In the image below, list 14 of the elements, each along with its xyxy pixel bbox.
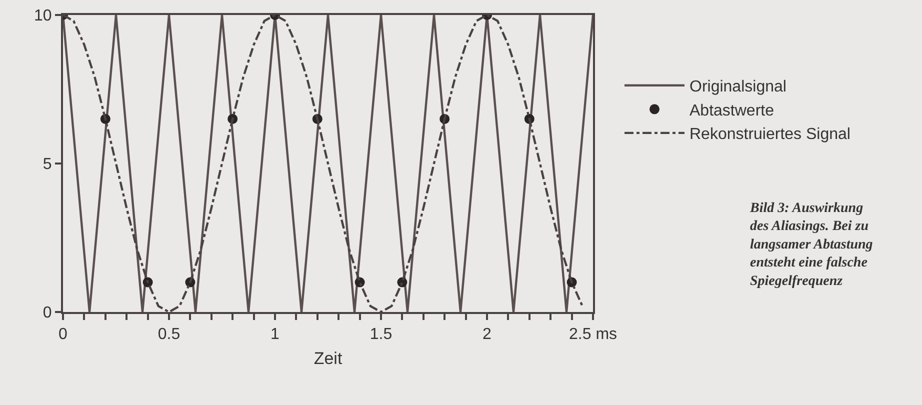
x-tick-label: 1.5 [370, 326, 392, 344]
x-tick-label: 2.5 ms [568, 326, 618, 344]
x-tick-label: 2 [482, 326, 492, 344]
y-tick-label: 10 [34, 8, 52, 25]
legend-label: Abtastwerte [690, 102, 774, 120]
legend-label: Rekonstruiertes Signal [690, 126, 850, 144]
y-tick-label: 0 [42, 304, 52, 322]
x-tick-label: 1 [270, 326, 280, 344]
x-axis-title: Zeit [314, 349, 342, 368]
text: Bild 3: Auswirkung des Aliasings. Bei zu langsamer Abtastung entsteht eine falsche Spiegelfrequenz [749, 201, 873, 289]
y-tick-label: 5 [42, 156, 52, 174]
legend-label: Originalsignal [690, 78, 786, 96]
x-tick-label: 0 [58, 326, 68, 344]
x-tick-label: 0.5 [158, 326, 180, 344]
